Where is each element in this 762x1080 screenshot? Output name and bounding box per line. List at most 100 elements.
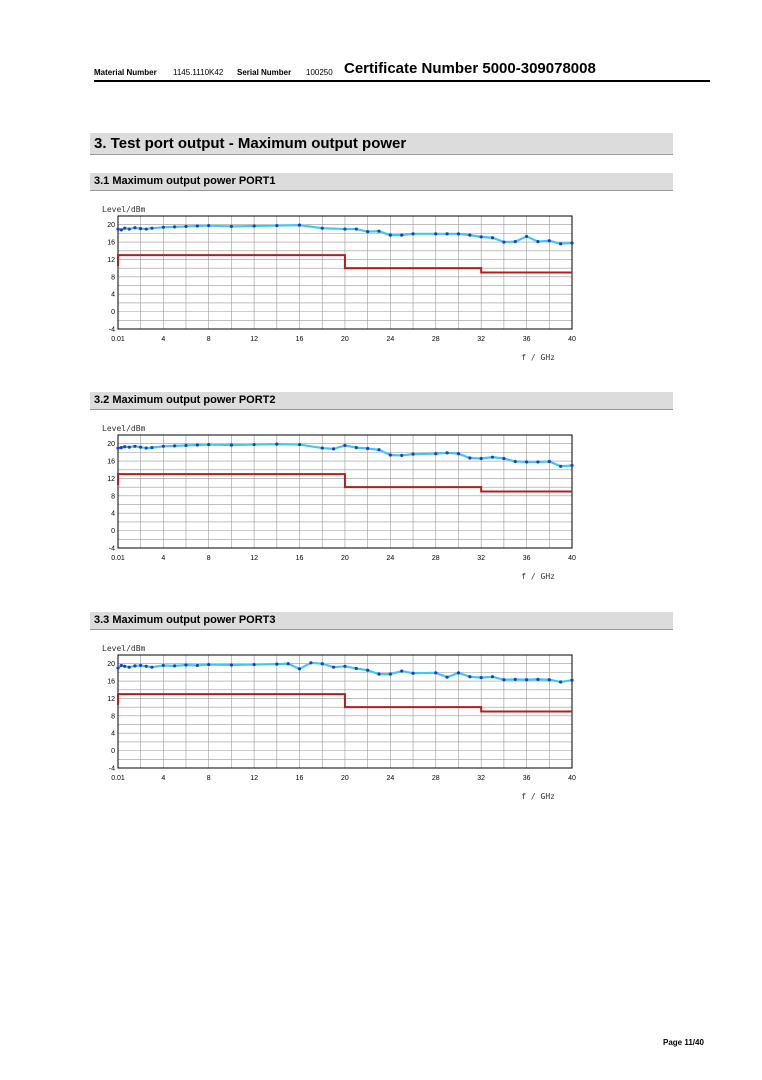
data-point bbox=[133, 444, 137, 448]
data-point bbox=[252, 442, 256, 447]
data-point bbox=[123, 226, 127, 230]
data-point bbox=[309, 661, 313, 665]
data-point bbox=[144, 664, 148, 668]
data-point bbox=[524, 460, 529, 464]
data-point bbox=[445, 232, 449, 236]
data-point bbox=[400, 233, 404, 237]
data-point bbox=[570, 463, 574, 468]
chart-port2: 0.01 4 8 12 16 20 24 28 32 36 40 20 16 12 8 4 0 -4 Level/d… bbox=[95, 422, 585, 582]
y-tick-label: 8 bbox=[111, 713, 115, 720]
y-tick-label: 4 bbox=[111, 511, 115, 518]
data-point bbox=[138, 227, 143, 231]
data-point bbox=[502, 678, 506, 682]
data-point bbox=[468, 675, 472, 679]
y-tick-label: 12 bbox=[107, 257, 115, 264]
y-tick-label: 16 bbox=[107, 459, 115, 466]
data-point bbox=[275, 442, 279, 446]
x-axis-label: f / GHz bbox=[521, 792, 555, 801]
data-point bbox=[275, 662, 279, 666]
data-point bbox=[123, 445, 127, 449]
limit-line bbox=[117, 473, 572, 493]
data-point bbox=[184, 663, 188, 667]
x-tick-label: 0.01 bbox=[111, 555, 125, 562]
data-point bbox=[229, 663, 234, 667]
subsection-title-port1: 3.1 Maximum output power PORT1 bbox=[90, 173, 673, 191]
y-tick-label: 12 bbox=[107, 476, 115, 483]
y-tick-label: 0 bbox=[111, 748, 115, 755]
x-tick-label: 28 bbox=[432, 775, 440, 782]
data-point bbox=[123, 664, 127, 668]
data-point bbox=[502, 240, 506, 244]
x-tick-label: 20 bbox=[341, 555, 349, 562]
data-point bbox=[354, 446, 358, 450]
data-point bbox=[456, 452, 461, 456]
data-point bbox=[119, 446, 123, 450]
data-point bbox=[297, 223, 302, 227]
page-header: Material Number 1145.1110K42 Serial Numb… bbox=[94, 60, 710, 82]
data-point bbox=[207, 223, 211, 228]
data-point bbox=[536, 460, 540, 464]
data-point bbox=[456, 671, 461, 675]
data-point bbox=[331, 447, 336, 451]
data-point bbox=[119, 663, 123, 668]
data-point bbox=[536, 240, 540, 244]
x-tick-label: 40 bbox=[568, 775, 576, 782]
x-tick-label: 36 bbox=[523, 775, 531, 782]
data-point bbox=[524, 234, 529, 239]
y-tick-label: 20 bbox=[107, 222, 115, 229]
data-point bbox=[320, 662, 324, 666]
data-point bbox=[468, 233, 472, 237]
x-tick-label: 16 bbox=[296, 775, 304, 782]
data-point bbox=[513, 240, 517, 244]
data-point bbox=[127, 227, 131, 231]
data-point bbox=[490, 236, 495, 240]
x-tick-label: 0.01 bbox=[111, 775, 125, 782]
data-point bbox=[400, 453, 404, 458]
data-point bbox=[479, 456, 483, 461]
chart-svg: 0.01 4 8 12 16 20 24 28 32 36 40201612840-4Level/d… bbox=[102, 205, 576, 362]
data-point bbox=[547, 678, 551, 682]
limit-line bbox=[117, 693, 572, 713]
data-point bbox=[456, 232, 461, 236]
x-tick-label: 20 bbox=[341, 775, 349, 782]
y-axis-label: Level/dBm bbox=[102, 424, 146, 433]
data-point bbox=[286, 662, 290, 666]
data-point bbox=[297, 667, 302, 671]
subsection-title-port2: 3.2 Maximum output power PORT2 bbox=[90, 392, 673, 410]
data-point bbox=[411, 232, 415, 236]
y-tick-label: 16 bbox=[107, 240, 115, 247]
y-tick-label: 4 bbox=[111, 731, 115, 738]
data-point bbox=[229, 443, 234, 447]
x-tick-label: 36 bbox=[523, 336, 531, 343]
data-point bbox=[434, 671, 438, 675]
data-point bbox=[173, 444, 177, 448]
data-point bbox=[343, 443, 347, 448]
data-point bbox=[468, 456, 472, 460]
data-point bbox=[547, 239, 551, 243]
data-point bbox=[207, 442, 211, 447]
chart-port3: 0.01 4 8 12 16 20 24 28 32 36 40 20 16 12 8 4 0 -4 Level/d… bbox=[95, 642, 585, 802]
certificate-number: Certificate Number 5000-309078008 bbox=[344, 60, 596, 77]
x-tick-label: 24 bbox=[386, 555, 394, 562]
x-axis-label: f / GHz bbox=[521, 353, 555, 362]
data-point bbox=[127, 445, 131, 449]
data-point bbox=[366, 446, 370, 451]
data-point bbox=[388, 453, 392, 457]
data-point bbox=[229, 224, 234, 229]
data-point bbox=[559, 680, 563, 684]
data-point bbox=[133, 664, 137, 668]
data-point bbox=[161, 444, 165, 448]
data-point bbox=[513, 677, 517, 681]
data-point bbox=[570, 241, 574, 245]
y-tick-label: -4 bbox=[109, 546, 115, 553]
x-tick-label: 32 bbox=[477, 555, 485, 562]
y-tick-label: 20 bbox=[107, 661, 115, 668]
data-point bbox=[366, 230, 370, 234]
x-tick-label: 4 bbox=[161, 555, 165, 562]
material-number-label: Material Number bbox=[94, 68, 157, 77]
data-point bbox=[116, 446, 120, 450]
x-tick-label: 24 bbox=[386, 775, 394, 782]
data-point bbox=[400, 669, 404, 673]
y-tick-label: 8 bbox=[111, 274, 115, 281]
data-point bbox=[161, 663, 165, 668]
